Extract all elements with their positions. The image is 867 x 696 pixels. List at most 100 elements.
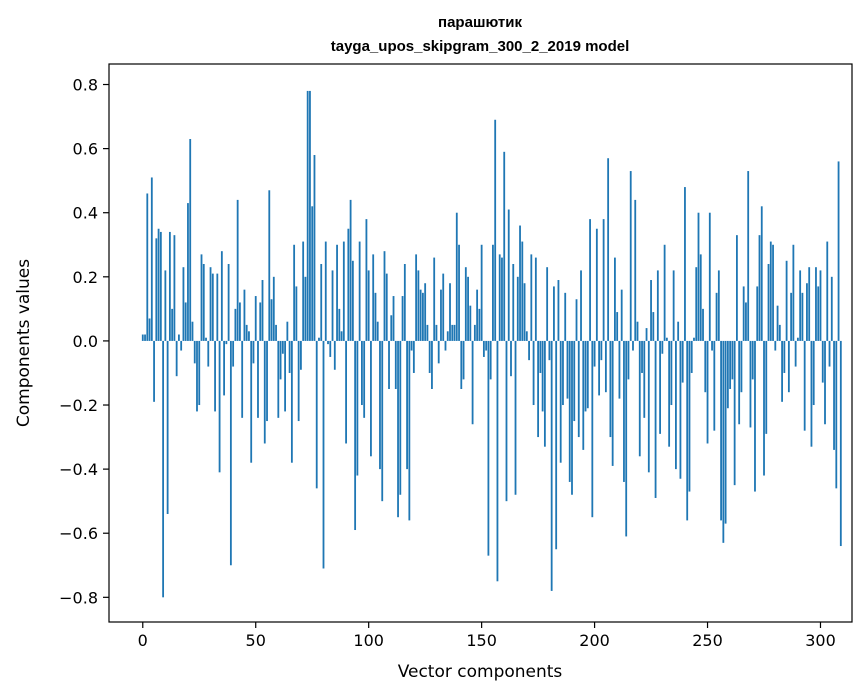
bar — [643, 340, 646, 418]
bar — [336, 244, 338, 341]
bar — [792, 244, 795, 341]
bar — [697, 212, 700, 341]
bar — [498, 254, 501, 341]
y-tick-label: −0.2 — [59, 396, 98, 415]
bar — [166, 340, 169, 514]
x-tick-label: 50 — [246, 631, 266, 650]
bar — [598, 340, 601, 396]
bar — [584, 340, 587, 412]
bar — [189, 139, 192, 341]
bar — [410, 340, 413, 351]
bar — [803, 340, 806, 431]
bar — [675, 340, 677, 470]
bar — [320, 264, 323, 341]
bar — [821, 340, 824, 383]
bar — [207, 340, 210, 367]
bar — [191, 321, 194, 341]
bar — [385, 273, 388, 341]
bar — [397, 340, 399, 518]
bar — [566, 340, 569, 399]
bar — [193, 340, 196, 364]
x-tick-label: 250 — [692, 631, 723, 650]
bar — [663, 244, 666, 341]
bar — [381, 340, 384, 502]
bar — [677, 321, 680, 341]
bar — [302, 241, 305, 341]
bar — [571, 340, 573, 495]
bar — [218, 340, 221, 473]
bar — [641, 340, 643, 373]
bar — [442, 273, 445, 341]
bar — [790, 292, 793, 341]
bar — [754, 340, 756, 492]
bar — [835, 340, 838, 489]
bar — [528, 340, 530, 361]
bar — [297, 340, 300, 422]
bar — [379, 340, 381, 470]
bar — [614, 257, 616, 341]
bar — [478, 308, 481, 341]
bar — [634, 199, 637, 341]
bar — [412, 340, 415, 373]
bar — [704, 340, 707, 393]
bar — [765, 340, 768, 434]
bar — [487, 340, 490, 556]
bar — [699, 254, 702, 341]
bar — [220, 251, 223, 341]
bar — [272, 276, 275, 341]
bar — [720, 340, 722, 521]
bar — [722, 340, 725, 543]
bar — [482, 340, 485, 357]
bar — [550, 340, 553, 591]
bar — [370, 340, 372, 457]
bar — [627, 340, 630, 380]
bar — [521, 241, 524, 341]
bar — [408, 340, 411, 521]
bar — [512, 264, 515, 341]
bar — [645, 328, 648, 341]
bar — [322, 340, 325, 569]
bar — [471, 340, 474, 425]
bar — [555, 340, 558, 550]
bar — [365, 219, 368, 341]
bar — [311, 206, 314, 341]
bar — [200, 254, 203, 341]
bar — [806, 283, 808, 341]
bar — [760, 206, 763, 341]
bar — [437, 340, 440, 364]
bar — [421, 292, 424, 341]
y-tick-label: 0.8 — [73, 76, 98, 95]
bar — [808, 267, 811, 341]
bar — [781, 340, 783, 402]
bar — [783, 340, 786, 373]
bar — [318, 337, 320, 341]
bar — [684, 187, 686, 341]
bar — [250, 340, 253, 463]
bar — [376, 321, 379, 341]
bar — [426, 324, 429, 341]
bar — [485, 340, 488, 351]
bar — [399, 340, 402, 495]
y-tick-label: −0.8 — [59, 588, 98, 607]
bar — [726, 340, 729, 409]
bar — [417, 270, 420, 341]
bar — [254, 296, 257, 341]
bar — [686, 340, 689, 521]
bar — [778, 324, 781, 341]
bar — [329, 340, 332, 357]
bar — [261, 280, 264, 341]
bar — [510, 340, 512, 377]
bar — [647, 340, 650, 473]
bar — [833, 340, 835, 450]
bar — [295, 286, 298, 341]
bar — [446, 331, 449, 341]
bar — [451, 324, 454, 341]
bar — [229, 340, 232, 566]
y-tick-label: 0.0 — [73, 332, 98, 351]
bar — [309, 90, 311, 341]
bar — [345, 340, 347, 444]
bar — [564, 292, 567, 341]
bar — [593, 340, 596, 367]
bar — [568, 340, 571, 482]
bar — [182, 267, 185, 341]
